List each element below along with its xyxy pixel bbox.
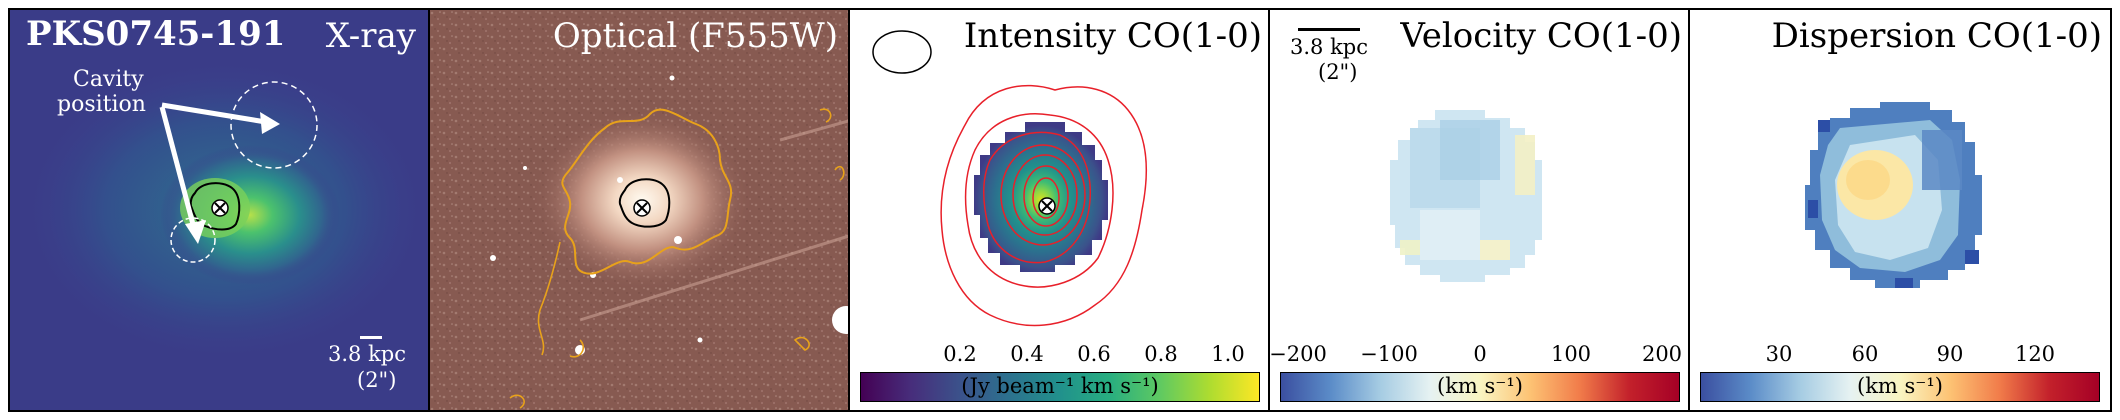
intensity-colorbar: (Jy beam⁻¹ km s⁻¹) [860,372,1260,402]
xray-panel: PKS0745-191 X-ray Cavity position 3.8 kp… [8,8,430,412]
colorbar-tick: 60 [1851,342,1879,366]
arrow-to-north-cavity [260,112,280,134]
panel-title-optical: Optical (F555W) [552,16,838,56]
colorbar-label: (Jy beam⁻¹ km s⁻¹) [961,374,1159,398]
panel-title-velocity: Velocity CO(1-0) [1400,16,1682,56]
colorbar-tick: 0.8 [1144,342,1178,366]
optical-orange-contour [561,108,733,275]
colorbar-label: (km s⁻¹) [1437,374,1523,398]
dispersion-map [1805,102,1982,288]
scale-label-arcsec: (2") [1318,60,1358,84]
scale-label-kpc: 3.8 kpc [328,342,407,366]
colorbar-tick: −200 [1269,342,1327,366]
scale-bar [360,336,382,339]
panel-title-intensity: Intensity CO(1-0) [963,16,1262,56]
cavity-label-line1: Cavity [73,67,144,92]
co-contour-1 [940,84,1148,327]
velocity-colorbar: (km s⁻¹) [1280,372,1680,402]
co-contour-3 [982,131,1091,264]
cavity-label-line2: position [57,92,146,117]
beam-ellipse [872,30,932,74]
scale-label-kpc: 3.8 kpc [1290,35,1369,59]
velocity-panel: 3.8 kpc (2") Velocity CO(1-0) −200 −100 … [1268,8,1690,412]
colorbar-tick: 0.6 [1077,342,1111,366]
colorbar-tick: 0.4 [1010,342,1044,366]
xray-contour [189,182,241,231]
intensity-map [872,30,1148,327]
scale-label-arcsec: (2") [357,368,397,392]
intensity-ticks: 0.2 0.4 0.6 0.8 1.0 [850,342,1268,368]
arrow-to-south-cavity [185,220,206,244]
velocity-map [1298,28,1542,282]
colorbar-tick: 0.2 [943,342,977,366]
optical-black-contour [618,178,671,228]
colorbar-tick: 120 [2014,342,2056,366]
colorbar-tick: 0 [1473,342,1487,366]
intensity-panel: Intensity CO(1-0) 0.2 0.4 0.6 0.8 1.0 (J… [848,8,1270,412]
colorbar-tick: 90 [1936,342,1964,366]
colorbar-tick: 100 [1550,342,1592,366]
panel-title-dispersion: Dispersion CO(1-0) [1771,16,2102,56]
source-name: PKS0745-191 [26,14,286,54]
dispersion-colorbar: (km s⁻¹) [1700,372,2100,402]
colorbar-tick: 30 [1765,342,1793,366]
colorbar-tick: 1.0 [1211,342,1245,366]
velocity-ticks: −200 −100 0 100 200 [1269,342,1688,368]
optical-image [430,10,848,410]
cavity-circle-north [230,81,318,169]
colorbar-label: (km s⁻¹) [1857,374,1943,398]
scale-bar [1298,28,1360,31]
colorbar-tick: −100 [1360,342,1418,366]
xray-image [10,10,428,410]
cavity-circle-south [170,217,216,263]
dispersion-panel: Dispersion CO(1-0) 30 60 90 120 (km s⁻¹) [1688,8,2112,412]
panel-title-xray: X-ray [325,16,416,56]
optical-panel: Optical (F555W) [428,8,850,412]
co-contour-2 [964,113,1114,288]
colorbar-tick: 200 [1641,342,1683,366]
dispersion-ticks: 30 60 90 120 [1690,342,2110,368]
